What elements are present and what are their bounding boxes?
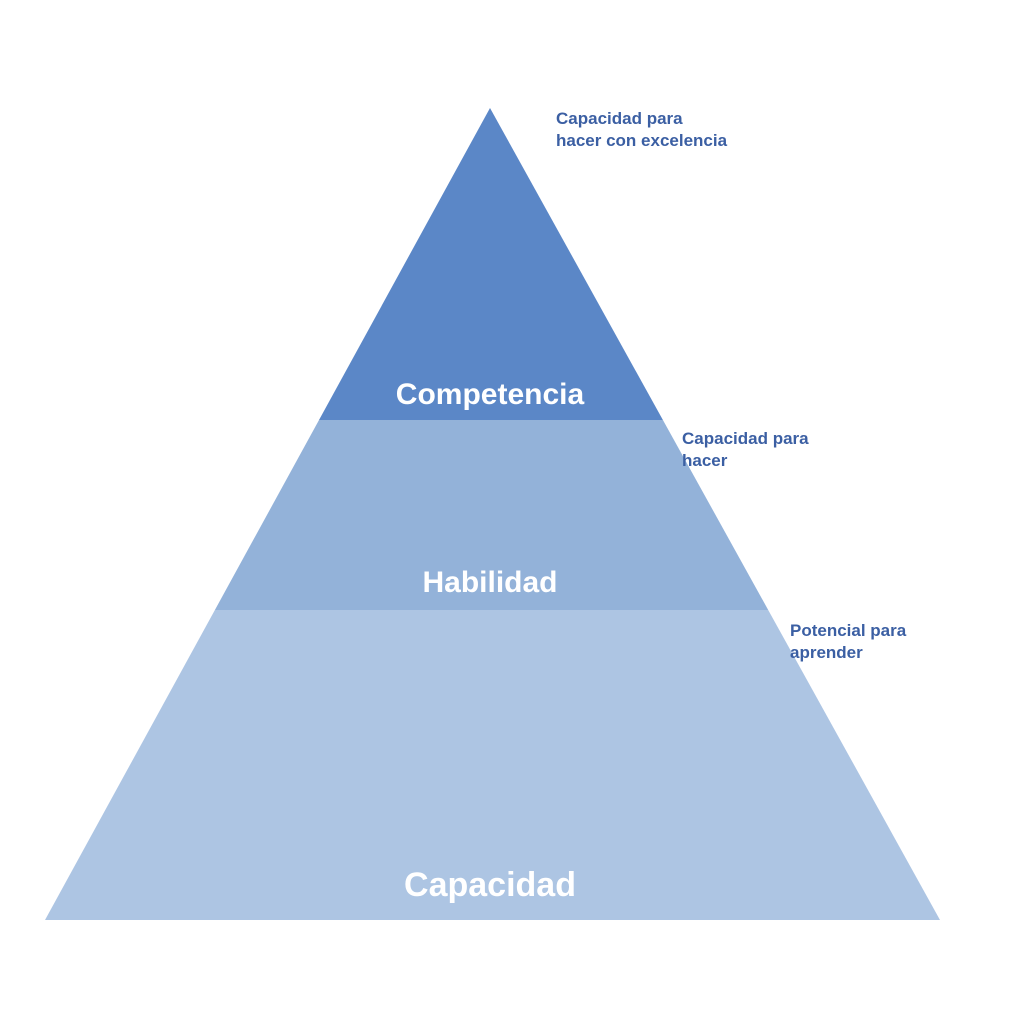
pyramid-layer-top	[319, 108, 663, 420]
annotation-bottom: Potencial para aprender	[790, 620, 906, 664]
annotation-bottom-line2: aprender	[790, 643, 863, 662]
annotation-middle-line1: Capacidad para	[682, 429, 809, 448]
layer-label-top: Competencia	[396, 378, 584, 412]
annotation-top-line1: Capacidad para	[556, 109, 683, 128]
annotation-middle-line2: hacer	[682, 451, 727, 470]
annotation-middle: Capacidad para hacer	[682, 428, 809, 472]
layer-label-bottom: Capacidad	[404, 866, 576, 905]
layer-label-middle: Habilidad	[422, 566, 557, 600]
annotation-top-line2: hacer con excelencia	[556, 131, 727, 150]
annotation-bottom-line1: Potencial para	[790, 621, 906, 640]
annotation-top: Capacidad para hacer con excelencia	[556, 108, 727, 152]
pyramid-diagram: Competencia Habilidad Capacidad Capacida…	[0, 0, 1024, 1024]
